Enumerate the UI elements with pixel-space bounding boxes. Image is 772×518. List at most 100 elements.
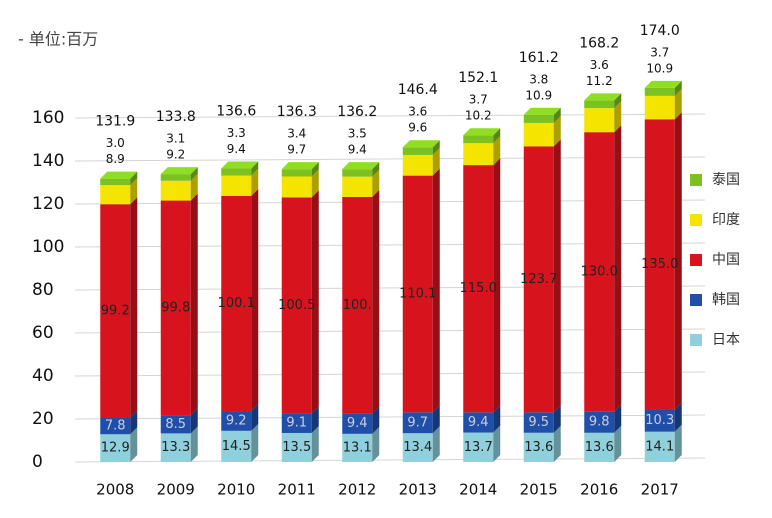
data-label: 3.3 bbox=[227, 126, 246, 140]
bar-side bbox=[190, 167, 198, 181]
data-label: 9.4 bbox=[227, 142, 246, 156]
data-label: 13.1 bbox=[343, 440, 372, 455]
y-tick-label: 0 bbox=[32, 452, 43, 472]
y-tick-label: 140 bbox=[32, 151, 64, 171]
data-label: 100. bbox=[343, 298, 372, 313]
bar-segment bbox=[100, 417, 131, 435]
data-label: 10.9 bbox=[525, 88, 552, 102]
data-label: 12.9 bbox=[101, 441, 130, 456]
bar-side bbox=[614, 101, 622, 133]
bar-segment bbox=[523, 114, 554, 123]
data-label: 3.5 bbox=[348, 127, 367, 141]
bar-side bbox=[674, 88, 682, 120]
bar-side bbox=[251, 188, 259, 412]
x-tick-label: 2015 bbox=[520, 481, 558, 499]
bar-segment bbox=[221, 195, 252, 412]
bar-side bbox=[493, 405, 501, 433]
bar-top bbox=[584, 93, 622, 101]
data-label: 100.1 bbox=[218, 296, 255, 311]
bar-segment bbox=[160, 174, 191, 181]
y-tick-label: 120 bbox=[32, 194, 64, 214]
total-label: 133.8 bbox=[156, 109, 196, 125]
x-tick-label: 2012 bbox=[338, 481, 376, 499]
bar-segment bbox=[644, 119, 675, 410]
bar-side bbox=[311, 425, 319, 462]
bar-side bbox=[553, 405, 561, 433]
bar-side bbox=[190, 408, 198, 434]
bar-top bbox=[644, 80, 682, 88]
bar-segment bbox=[402, 154, 433, 176]
data-label: 13.7 bbox=[464, 440, 493, 455]
total-label: 168.2 bbox=[579, 35, 619, 51]
bar-segment bbox=[644, 409, 675, 432]
chart-title: - 单位:百万 bbox=[18, 30, 98, 49]
bar-segment bbox=[281, 169, 312, 177]
total-label: 161.2 bbox=[519, 50, 559, 66]
bar-segment bbox=[342, 433, 373, 462]
bar-side bbox=[190, 426, 198, 462]
x-tick-label: 2011 bbox=[278, 481, 316, 499]
data-label: 123.7 bbox=[520, 272, 557, 287]
y-tick-label: 20 bbox=[32, 409, 54, 429]
bar-segment bbox=[221, 430, 252, 462]
data-label: 10.9 bbox=[646, 61, 673, 75]
x-tick-label: 2008 bbox=[96, 481, 134, 499]
bar-side bbox=[614, 425, 622, 462]
data-label: 3.6 bbox=[408, 105, 427, 119]
bar-side bbox=[311, 406, 319, 433]
data-label: 14.5 bbox=[222, 439, 251, 454]
data-label: 99.2 bbox=[101, 303, 130, 318]
data-label: 9.7 bbox=[407, 415, 428, 430]
bar-side bbox=[553, 115, 561, 147]
data-label: 3.8 bbox=[529, 72, 548, 86]
data-label: 8.9 bbox=[106, 152, 125, 166]
y-tick-label: 40 bbox=[32, 366, 54, 386]
bar-segment bbox=[160, 433, 191, 462]
y-tick-label: 80 bbox=[32, 280, 54, 300]
bar-side bbox=[130, 197, 138, 418]
bar-segment bbox=[160, 200, 191, 416]
bar-segment bbox=[584, 432, 615, 462]
data-label: 9.7 bbox=[287, 143, 306, 157]
data-label: 9.5 bbox=[528, 415, 549, 430]
bar-segment bbox=[100, 185, 131, 205]
bar-segment bbox=[463, 143, 494, 166]
legend-swatch bbox=[690, 334, 702, 346]
bar-segment bbox=[281, 197, 312, 414]
bar-side bbox=[311, 162, 319, 177]
bar-side bbox=[251, 404, 259, 431]
bar-side bbox=[130, 410, 138, 435]
bar-segment bbox=[584, 132, 615, 412]
bar-segment bbox=[100, 178, 131, 186]
bar-segment bbox=[402, 433, 433, 462]
total-label: 152.1 bbox=[458, 70, 498, 86]
bar-top bbox=[100, 171, 138, 179]
bar-segment bbox=[281, 432, 312, 462]
data-label: 3.7 bbox=[469, 93, 488, 107]
legend-swatch bbox=[690, 294, 702, 306]
data-label: 8.5 bbox=[165, 417, 186, 432]
bar-segment bbox=[342, 196, 373, 414]
bar-top bbox=[523, 107, 561, 115]
bar-side bbox=[674, 112, 682, 410]
data-label: 9.4 bbox=[468, 415, 489, 430]
bar-side bbox=[311, 169, 319, 198]
data-label: 115.0 bbox=[460, 281, 497, 296]
bar-side bbox=[311, 190, 319, 414]
data-label: 13.6 bbox=[585, 440, 614, 455]
data-label: 3.4 bbox=[287, 127, 306, 141]
bar-side bbox=[614, 125, 622, 412]
bar-side bbox=[251, 168, 259, 196]
legend-label: 印度 bbox=[712, 212, 740, 228]
total-label: 136.3 bbox=[277, 104, 317, 120]
legend-swatch bbox=[690, 214, 702, 226]
bar-side bbox=[251, 161, 259, 176]
data-label: 9.1 bbox=[286, 416, 307, 431]
x-tick-label: 2013 bbox=[399, 481, 437, 499]
y-tick-label: 60 bbox=[32, 323, 54, 343]
legend-label: 韩国 bbox=[712, 292, 740, 308]
bar-side bbox=[614, 93, 622, 109]
bar-segment bbox=[221, 175, 252, 196]
bar-segment bbox=[342, 176, 373, 197]
